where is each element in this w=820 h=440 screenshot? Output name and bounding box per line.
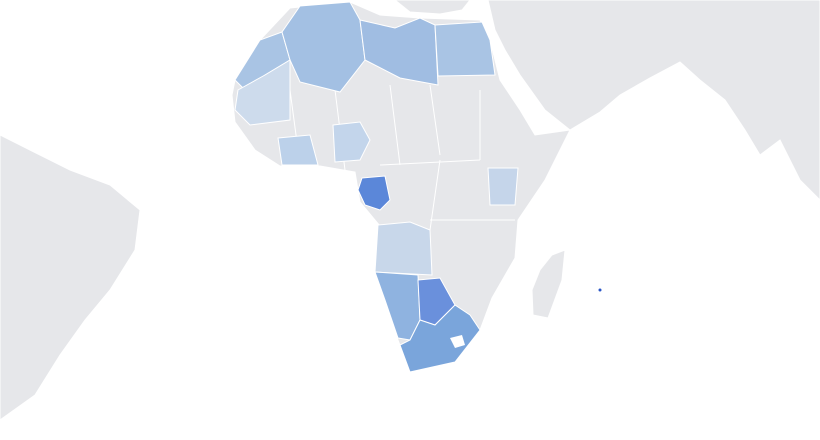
south-america bbox=[0, 134, 141, 421]
europe bbox=[394, 0, 471, 15]
kenya bbox=[487, 167, 519, 206]
mauritania bbox=[234, 59, 291, 126]
gabon bbox=[357, 175, 391, 211]
madagascar bbox=[531, 249, 566, 319]
ghana-region bbox=[277, 134, 319, 166]
south-africa bbox=[399, 304, 481, 373]
asia bbox=[487, 0, 820, 201]
egypt bbox=[434, 21, 496, 77]
nigeria bbox=[332, 121, 371, 163]
mauritius bbox=[598, 288, 602, 292]
angola bbox=[374, 221, 433, 276]
lesotho bbox=[450, 335, 465, 348]
